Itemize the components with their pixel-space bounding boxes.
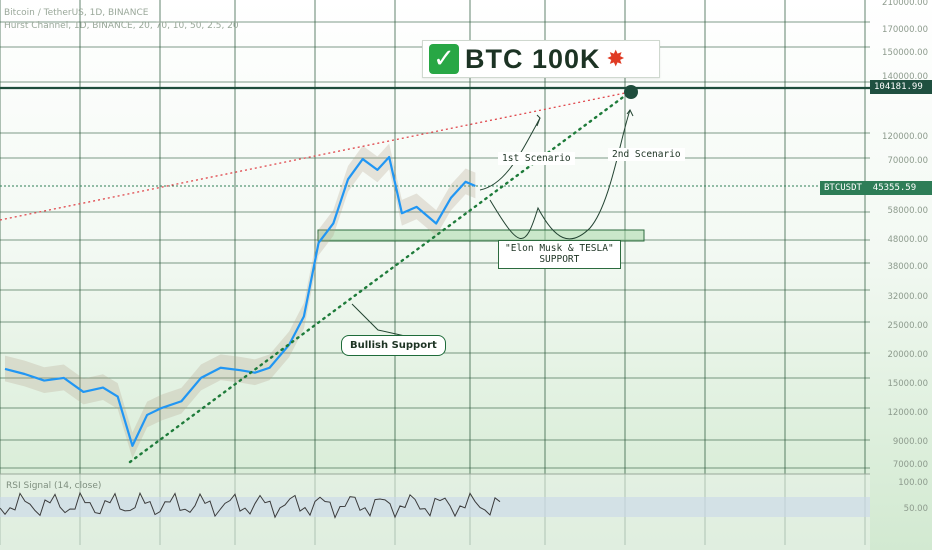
price-line <box>4 155 476 447</box>
axis-label-top: 210000.00 <box>882 0 928 8</box>
rsi-band <box>0 497 870 517</box>
axis-label: 150000.00 <box>882 48 928 58</box>
check-mark-icon: ✓ <box>429 44 459 74</box>
support-zone <box>317 229 645 242</box>
axis-label: 48000.00 <box>887 235 928 245</box>
current-price-tag: BTCUSDT 45355.59 <box>820 181 932 195</box>
bullish-callout-pointer <box>351 303 406 337</box>
axis-label: 120000.00 <box>882 132 928 142</box>
current-symbol: BTCUSDT <box>824 183 862 193</box>
axis-label: 38000.00 <box>887 262 928 272</box>
resistance-trendline <box>0 91 631 221</box>
axis-label: 25000.00 <box>887 321 928 331</box>
rsi-axis-mid: 50.00 <box>903 504 928 514</box>
rsi-axis-top: 100.00 <box>898 478 928 488</box>
axis-label: 9000.00 <box>892 437 928 447</box>
second-scenario-path <box>489 109 631 240</box>
bullish-trendline <box>128 90 632 464</box>
rsi-line <box>0 491 501 519</box>
indicator-header: Hurst Channel, 1D, BINANCE, 20, 70, 10, … <box>4 21 239 31</box>
second-scenario-arrow <box>626 109 634 117</box>
target-price-tag: 104181.99 <box>870 80 932 94</box>
support-label-line1: "Elon Musk & TESLA" <box>505 243 614 254</box>
hurst-channel <box>5 143 476 459</box>
first-scenario-path <box>479 117 541 191</box>
rsi-label: RSI Signal (14, close) <box>6 481 102 491</box>
axis-label: 12000.00 <box>887 408 928 418</box>
title-banner: ✓ BTC 100K ✸ <box>422 40 660 78</box>
first-scenario-label: 1st Scenario <box>498 152 575 165</box>
axis-label: 58000.00 <box>887 206 928 216</box>
first-scenario-arrow <box>536 114 541 127</box>
axis-label: 32000.00 <box>887 292 928 302</box>
axis-label: 7000.00 <box>892 460 928 470</box>
second-scenario-label: 2nd Scenario <box>608 148 685 161</box>
axis-label: 70000.00 <box>887 156 928 166</box>
bullish-support-callout: Bullish Support <box>341 335 446 356</box>
axis-label: 170000.00 <box>882 25 928 35</box>
axis-label: 140000.00 <box>882 72 928 82</box>
target-point <box>624 85 638 99</box>
axis-label: 15000.00 <box>887 379 928 389</box>
axis-label: 20000.00 <box>887 350 928 360</box>
support-label-line2: SUPPORT <box>539 254 580 266</box>
support-label: "Elon Musk & TESLA" SUPPORT <box>498 240 621 269</box>
current-price: 45355.59 <box>872 183 917 193</box>
title-text: BTC 100K <box>465 43 601 74</box>
symbol-header: Bitcoin / TetherUS, 1D, BINANCE <box>4 8 149 18</box>
explosion-icon: ✸ <box>606 46 625 72</box>
